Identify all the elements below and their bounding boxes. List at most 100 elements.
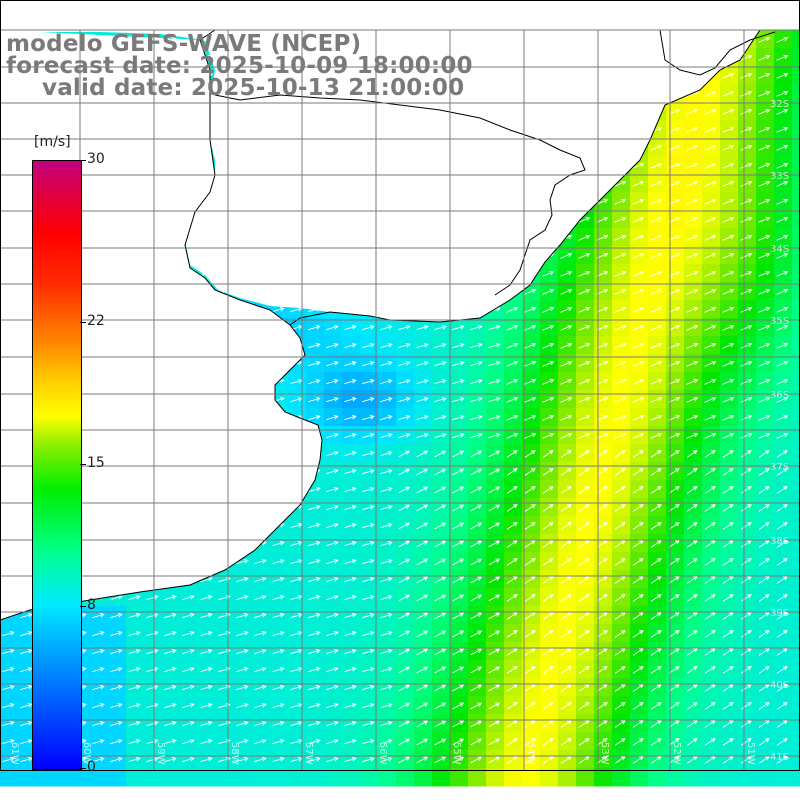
wind-arrow xyxy=(650,180,663,187)
wind-arrow xyxy=(308,505,321,511)
wind-arrow xyxy=(506,324,519,331)
wind-arrow xyxy=(614,378,627,385)
wind-arrow xyxy=(434,702,447,710)
wind-arrow xyxy=(758,594,770,602)
wind-arrow xyxy=(542,396,555,403)
wind-arrow xyxy=(776,558,788,566)
wind-speed-cell xyxy=(792,282,800,301)
wind-arrow xyxy=(722,486,734,494)
wind-arrow xyxy=(182,595,195,601)
wind-arrow xyxy=(686,396,699,403)
wind-arrow xyxy=(254,577,267,583)
wind-arrow xyxy=(704,378,717,385)
wind-arrow xyxy=(344,757,357,763)
wind-arrow xyxy=(416,450,429,458)
wind-arrow xyxy=(488,720,501,728)
wind-arrow xyxy=(524,738,536,746)
wind-arrow xyxy=(542,594,554,602)
wind-arrow xyxy=(452,486,465,494)
wind-arrow xyxy=(758,396,771,403)
wind-arrow xyxy=(452,433,465,439)
wind-arrow xyxy=(542,360,555,367)
wind-arrow xyxy=(560,486,572,494)
wind-arrow xyxy=(452,325,465,331)
title-forecast-date: forecast date: 2025-10-09 18:00:00 xyxy=(6,53,473,79)
wind-arrow xyxy=(524,522,536,530)
wind-arrow xyxy=(416,666,429,674)
wind-arrow xyxy=(776,90,789,97)
wind-speed-cell xyxy=(792,48,800,67)
wind-arrow xyxy=(542,468,554,476)
wind-arrow xyxy=(740,198,753,205)
wind-arrow xyxy=(560,414,573,421)
wind-speed-cell xyxy=(648,768,667,787)
wind-arrow xyxy=(452,468,465,476)
wind-arrow xyxy=(560,738,572,746)
wind-arrow xyxy=(398,540,411,548)
wind-arrow xyxy=(632,288,645,295)
wind-arrow xyxy=(92,667,105,673)
wind-arrow xyxy=(614,576,626,584)
wind-arrow xyxy=(470,594,483,602)
wind-speed-cell xyxy=(216,768,235,787)
wind-arrow xyxy=(524,450,536,458)
wind-arrow xyxy=(344,397,357,403)
wind-arrow xyxy=(488,540,501,548)
wind-arrow xyxy=(740,126,753,133)
colorbar-tick-label: 22 xyxy=(87,313,105,330)
wind-arrow xyxy=(146,685,159,691)
wind-arrow xyxy=(578,630,590,638)
wind-arrow xyxy=(470,684,483,692)
wind-arrow xyxy=(398,576,411,584)
wind-arrow xyxy=(398,504,411,512)
wind-arrow xyxy=(506,468,518,476)
wind-arrow xyxy=(776,162,789,169)
wind-arrow xyxy=(722,432,735,439)
wind-arrow xyxy=(596,666,608,674)
wind-arrow xyxy=(614,630,626,638)
wind-arrow xyxy=(434,648,447,656)
wind-arrow xyxy=(362,685,375,691)
wind-speed-cell xyxy=(504,768,523,787)
wind-arrow xyxy=(326,451,339,457)
wind-arrow xyxy=(632,198,645,205)
wind-arrow xyxy=(524,396,537,403)
wind-arrow xyxy=(560,450,572,458)
wind-arrow xyxy=(542,306,555,313)
wind-arrow xyxy=(650,414,663,421)
wind-arrow xyxy=(704,738,716,746)
wind-arrow xyxy=(488,379,501,385)
wind-speed-cell xyxy=(702,768,721,787)
wind-speed-cell xyxy=(288,768,307,787)
wind-speed-cell xyxy=(774,768,793,787)
wind-arrow xyxy=(722,450,734,458)
wind-arrow xyxy=(20,739,33,745)
wind-arrow xyxy=(776,234,789,241)
wind-arrow xyxy=(740,396,753,403)
wind-arrow xyxy=(758,90,771,97)
wind-arrow xyxy=(434,522,447,530)
wind-arrow xyxy=(110,739,123,745)
wind-arrow xyxy=(740,576,752,584)
wind-arrow xyxy=(146,721,159,727)
colorbar-tick-label: 8 xyxy=(87,596,96,613)
wind-arrow xyxy=(182,649,195,655)
wind-arrow xyxy=(452,702,465,710)
wind-arrow xyxy=(488,397,501,403)
longitude-label: 56W xyxy=(377,742,388,765)
wind-arrow xyxy=(434,450,447,458)
wind-arrow xyxy=(92,703,105,709)
wind-speed-cell xyxy=(792,606,800,625)
wind-arrow xyxy=(542,684,554,692)
wind-speed-cell xyxy=(792,750,800,769)
wind-arrow xyxy=(704,522,716,530)
wind-arrow xyxy=(362,487,375,493)
wind-arrow xyxy=(254,685,267,691)
wind-speed-cell xyxy=(90,768,109,787)
wind-arrow xyxy=(92,649,105,655)
wind-speed-cell xyxy=(414,768,433,787)
wind-arrow xyxy=(344,469,357,475)
wind-arrow xyxy=(650,504,662,512)
wind-speed-cell xyxy=(792,480,800,499)
wind-speed-cell xyxy=(792,642,800,661)
